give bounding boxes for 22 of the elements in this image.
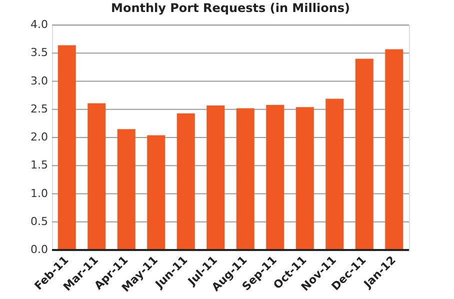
bar: [236, 108, 254, 250]
y-tick-label: 3.0: [30, 74, 48, 88]
bar: [147, 135, 166, 250]
y-tick-label: 2.0: [30, 130, 48, 144]
chart-title: Monthly Port Requests (in Millions): [111, 1, 350, 15]
y-tick-label: 0.5: [30, 214, 48, 228]
bar: [58, 45, 76, 250]
bar: [296, 107, 314, 250]
y-tick-label: 4.0: [30, 18, 48, 31]
bar: [355, 58, 374, 250]
bar: [176, 113, 195, 250]
bar: [266, 104, 284, 250]
bar: [88, 103, 106, 250]
y-tick-label: 3.5: [30, 46, 48, 60]
bar: [206, 105, 225, 250]
y-tick-label: 1.0: [30, 186, 48, 200]
bar: [326, 98, 344, 250]
bar: [117, 129, 136, 250]
y-tick-label: 0.0: [30, 243, 48, 256]
y-tick-label: 2.5: [30, 102, 48, 116]
bar: [385, 49, 404, 250]
y-tick-label: 1.5: [30, 158, 48, 172]
